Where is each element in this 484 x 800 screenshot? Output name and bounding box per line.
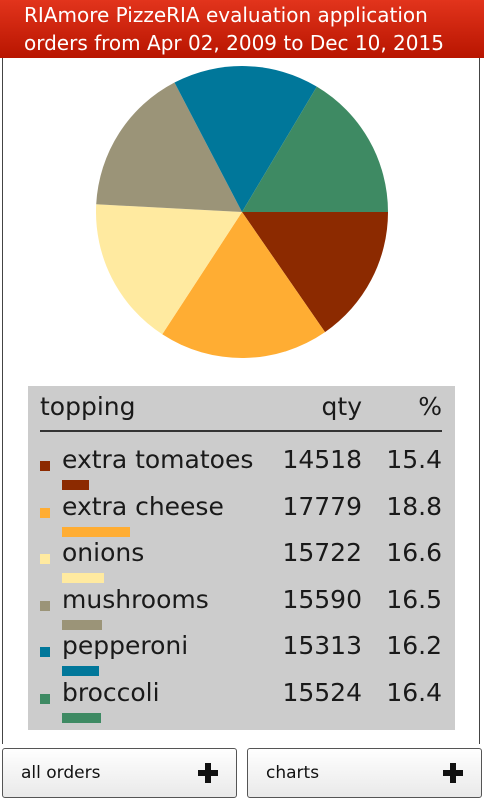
column-header-topping: topping [40, 392, 136, 421]
topping-name: mushrooms [62, 584, 209, 614]
legend-swatch [40, 693, 50, 704]
pie-slice-pepperoni[interactable] [174, 66, 317, 213]
topping-name: extra tomatoes [62, 445, 254, 474]
column-header-qty: qty [321, 392, 362, 421]
column-header-percent: % [418, 392, 442, 421]
pie-slice-mushrooms[interactable] [96, 82, 242, 212]
topping-pie-chart [95, 66, 388, 358]
table-row[interactable]: mushrooms 15590 16.5 [40, 584, 442, 630]
legend-swatch [40, 461, 50, 471]
topping-name: broccoli [62, 677, 160, 707]
topping-qty: 14518 [282, 445, 362, 474]
legend-swatch [40, 647, 50, 657]
qty-bar [62, 619, 102, 630]
legend-swatch [40, 507, 50, 518]
pie-slice-onions[interactable] [95, 204, 242, 335]
pie-slice-broccoli[interactable] [242, 86, 388, 212]
pie-slice-extra-cheese[interactable] [162, 212, 326, 358]
topping-name: pepperoni [62, 631, 189, 660]
topping-percent: 16.5 [386, 584, 442, 614]
topping-percent: 16.4 [386, 677, 442, 707]
topping-qty: 15590 [282, 584, 362, 614]
legend-swatch [40, 600, 50, 611]
table-header: topping qty % [40, 392, 442, 432]
table-row[interactable]: pepperoni 15313 16.2 [40, 630, 442, 676]
date-range: orders from Apr 02, 2009 to Dec 10, 2015 [24, 31, 444, 55]
table-row[interactable]: extra tomatoes 14518 15.4 [40, 444, 442, 490]
topping-qty: 15313 [282, 631, 362, 660]
topping-qty: 15524 [282, 677, 362, 707]
app-header: RIAmore PizzeRIA evaluation application … [0, 0, 484, 58]
pie-slice-extra-tomatoes[interactable] [242, 212, 388, 333]
table-row[interactable]: broccoli 15524 16.4 [40, 677, 442, 723]
app-title: RIAmore PizzeRIA evaluation application [24, 3, 428, 27]
topping-table: topping qty % extra tomatoes 14518 15.4 ext… [28, 386, 455, 730]
topping-percent: 16.6 [386, 538, 442, 567]
qty-bar [62, 712, 101, 723]
qty-bar [62, 666, 99, 676]
legend-swatch [40, 554, 50, 564]
topping-qty: 17779 [282, 491, 362, 521]
table-row[interactable]: extra cheese 17779 18.8 [40, 491, 442, 537]
topping-qty: 15722 [282, 538, 362, 567]
qty-bar [62, 480, 89, 490]
content-frame [2, 0, 480, 744]
topping-percent: 16.2 [386, 631, 442, 660]
charts-label: charts [266, 763, 320, 783]
topping-percent: 18.8 [386, 491, 442, 521]
all-orders-label: all orders [21, 763, 101, 783]
topping-percent: 15.4 [386, 445, 442, 474]
charts-button[interactable]: charts [247, 748, 482, 798]
topping-name: extra cheese [62, 491, 224, 521]
qty-bar [62, 526, 130, 537]
all-orders-button[interactable]: all orders [2, 748, 237, 798]
plus-icon [443, 763, 463, 783]
table-row[interactable]: onions 15722 16.6 [40, 537, 442, 583]
plus-icon [198, 763, 218, 783]
qty-bar [62, 573, 104, 583]
topping-name: onions [62, 538, 145, 567]
